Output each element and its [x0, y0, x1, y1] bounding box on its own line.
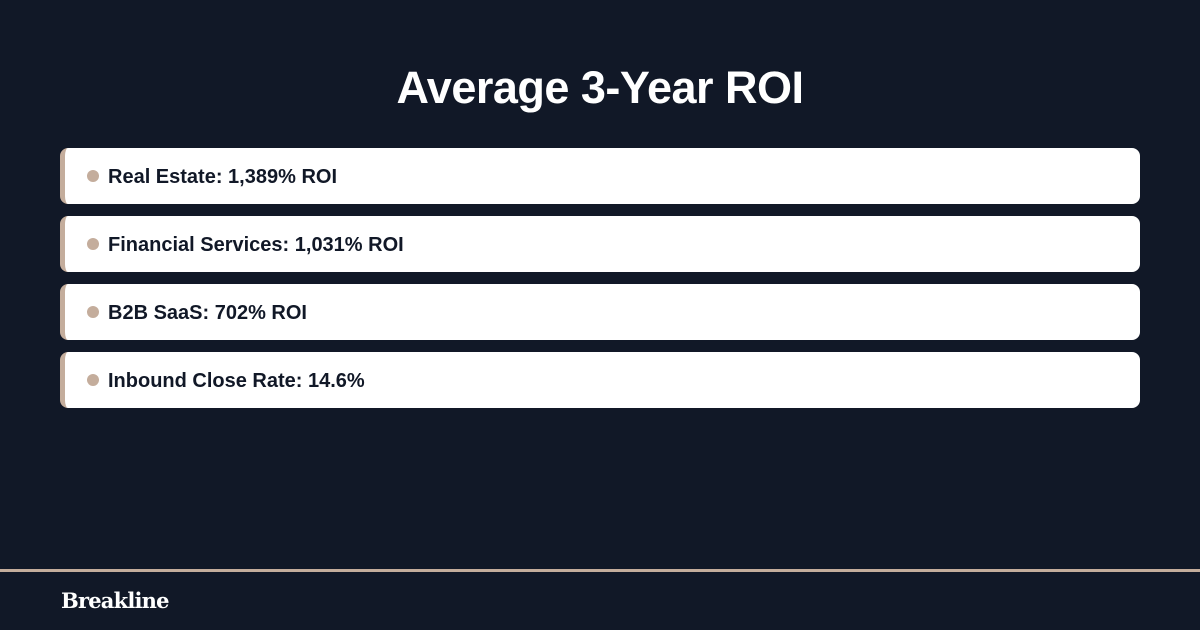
footer-divider	[0, 569, 1200, 572]
bullet-icon	[87, 238, 99, 250]
bullet-icon	[87, 374, 99, 386]
roi-list: Real Estate: 1,389% ROI Financial Servic…	[60, 148, 1140, 420]
bullet-icon	[87, 170, 99, 182]
list-item-financial-services: Financial Services: 1,031% ROI	[60, 216, 1140, 272]
list-item-inbound-close-rate: Inbound Close Rate: 14.6%	[60, 352, 1140, 408]
list-item-b2b-saas: B2B SaaS: 702% ROI	[60, 284, 1140, 340]
list-item-label: Financial Services: 1,031% ROI	[108, 234, 404, 256]
list-item-real-estate: Real Estate: 1,389% ROI	[60, 148, 1140, 204]
page-title: Average 3-Year ROI	[396, 62, 804, 113]
list-item-label: Inbound Close Rate: 14.6%	[108, 370, 365, 392]
list-item-label: Real Estate: 1,389% ROI	[108, 166, 337, 188]
bullet-icon	[87, 306, 99, 318]
brand-logo: Breakline	[61, 588, 170, 613]
list-item-label: B2B SaaS: 702% ROI	[108, 302, 307, 324]
